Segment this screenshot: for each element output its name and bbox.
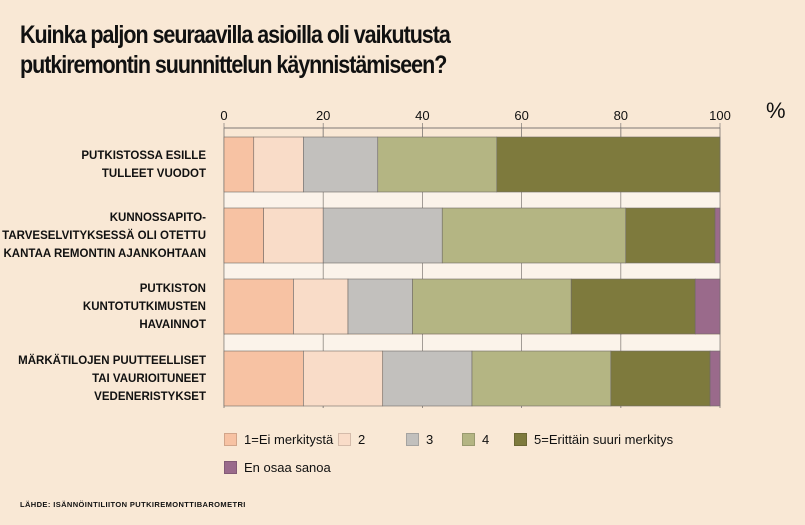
- bar-segment: [625, 207, 716, 264]
- legend-label: 1=Ei merkitystä: [244, 432, 334, 447]
- category-label: PUTKISTON KUNTOTUTKIMUSTEN HAVAINNOT: [83, 280, 206, 334]
- legend-item: 5=Erittäin suuri merkitys: [514, 432, 673, 447]
- bar-segment: [293, 278, 349, 335]
- bar-segment: [347, 278, 413, 335]
- bar-segment: [709, 350, 721, 407]
- bar-segment: [322, 207, 443, 264]
- bar-segment: [471, 350, 612, 407]
- category-label-line: MÄRKÄTILOJEN PUUTTEELLISET: [18, 354, 206, 367]
- legend-swatch: [338, 433, 351, 446]
- x-tick-label: 80: [614, 108, 628, 123]
- category-label-line: PUTKISTOSSA ESILLE: [81, 149, 206, 162]
- category-label-line: TAI VAURIOITUNEET: [92, 372, 206, 385]
- bar-segment: [223, 136, 255, 193]
- bar-segment: [263, 207, 324, 264]
- legend-swatch: [462, 433, 475, 446]
- x-tick-label: 0: [220, 108, 227, 123]
- legend-item: 4: [462, 432, 489, 447]
- legend-label: 4: [482, 432, 490, 447]
- chart-title-line-1: Kuinka paljon seuraavilla asioilla oli v…: [20, 21, 451, 49]
- bar-segment: [223, 350, 304, 407]
- x-tick-label: 60: [514, 108, 528, 123]
- bar-segment: [303, 136, 379, 193]
- legend-label: 3: [426, 432, 434, 447]
- row-separator: [224, 335, 720, 351]
- bar-segment: [303, 350, 384, 407]
- bar-segment: [377, 136, 498, 193]
- category-label: PUTKISTOSSA ESILLE TULLEET VUODOT: [81, 147, 206, 183]
- legend-item: 3: [406, 432, 433, 447]
- chart-title: Kuinka paljon seuraavilla asioilla oli v…: [20, 20, 451, 80]
- x-tick-label: 40: [415, 108, 429, 123]
- bar-segment: [223, 207, 264, 264]
- legend-item: En osaa sanoa: [224, 460, 331, 475]
- bar-segment: [610, 350, 711, 407]
- unit-label: %: [766, 98, 786, 123]
- legend-label: 5=Erittäin suuri merkitys: [534, 432, 674, 447]
- legend-label: En osaa sanoa: [244, 460, 331, 475]
- category-label: MÄRKÄTILOJEN PUUTTEELLISET TAI VAURIOITUN…: [18, 352, 206, 406]
- category-label-line: TULLEET VUODOT: [101, 167, 206, 180]
- category-label-line: KUNNOSSAPITO-: [109, 211, 206, 224]
- bar-segment: [382, 350, 473, 407]
- bar-segment: [714, 207, 721, 264]
- source-note: LÄHDE: ISÄNNÖINTILIITON PUTKIREMONTTIBAR…: [20, 500, 246, 509]
- legend-label: 2: [358, 432, 366, 447]
- bar-segment: [441, 207, 627, 264]
- category-label-line: KANTAA REMONTIN AJANKOHTAAN: [3, 247, 206, 260]
- row-separator: [224, 263, 720, 279]
- category-label-line: PUTKISTON: [139, 282, 206, 295]
- category-label-line: KUNTOTUTKIMUSTEN: [82, 300, 206, 313]
- category-label-line: HAVAINNOT: [139, 318, 206, 331]
- chart-title-line-2: putkiremontin suunnittelun käynnistämise…: [20, 51, 447, 79]
- legend-swatch: [514, 433, 527, 446]
- category-label: KUNNOSSAPITO- TARVESELVITYKSESSÄ OLI OTET…: [2, 209, 206, 263]
- bar-segment: [496, 136, 721, 193]
- legend-item: 1=Ei merkitystä: [224, 432, 333, 447]
- bar-segment: [694, 278, 721, 335]
- legend-swatch: [224, 433, 237, 446]
- bar-segment: [253, 136, 304, 193]
- legend-swatch: [406, 433, 419, 446]
- x-tick-label: 100: [709, 108, 731, 123]
- row-separator: [224, 192, 720, 208]
- bar-segment: [570, 278, 696, 335]
- category-label-line: TARVESELVITYKSESSÄ OLI OTETTU: [2, 229, 206, 242]
- category-label-line: VEDENERISTYKSET: [94, 390, 206, 403]
- bar-segment: [223, 278, 294, 335]
- x-tick-label: 20: [316, 108, 330, 123]
- legend-swatch: [224, 461, 237, 474]
- legend-item: 2: [338, 432, 365, 447]
- bar-segment: [412, 278, 572, 335]
